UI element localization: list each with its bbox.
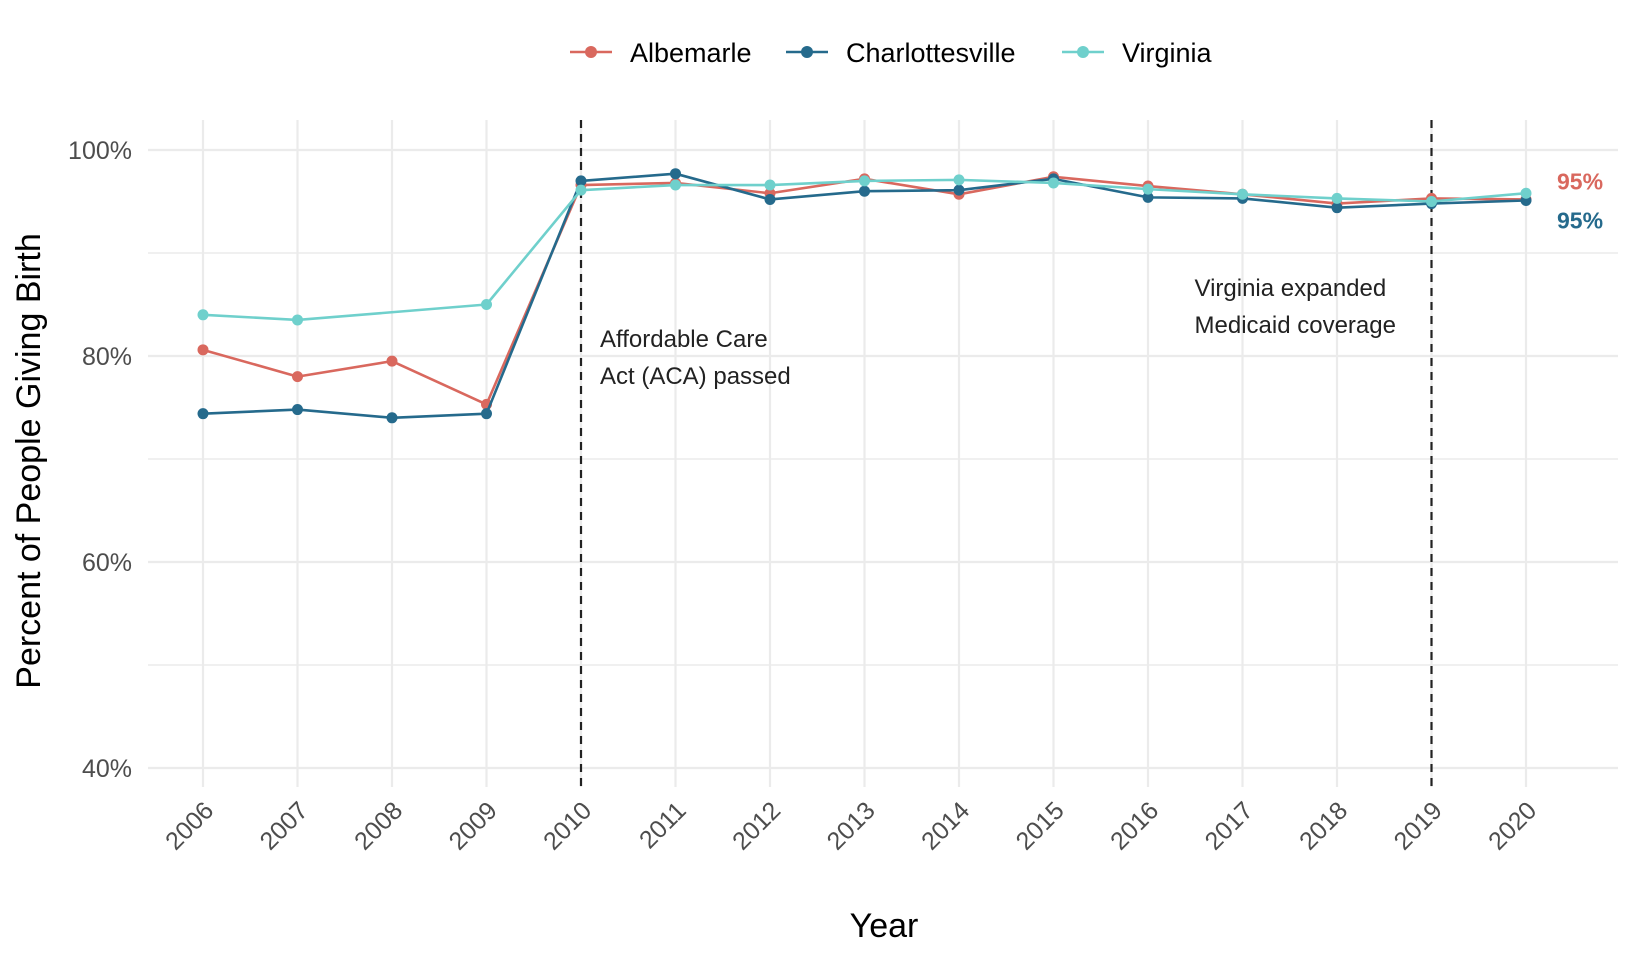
data-point-albemarle xyxy=(386,355,398,367)
x-tick-label: 2008 xyxy=(349,796,408,855)
y-axis-title: Percent of People Giving Birth xyxy=(10,233,48,688)
data-point-charlottesville xyxy=(670,168,681,180)
data-point-charlottesville xyxy=(1331,202,1343,214)
legend: Albemarle Charlottesville Virginia xyxy=(570,38,1213,68)
annotation-text: Virginia expanded xyxy=(1195,275,1387,302)
data-point-charlottesville xyxy=(1142,191,1154,203)
legend-item-virginia: Virginia xyxy=(1062,38,1213,68)
x-tick-label: 2011 xyxy=(634,796,692,854)
data-point-virginia xyxy=(1237,188,1248,200)
legend-key-point xyxy=(585,46,597,58)
annotation-text: Affordable Care xyxy=(600,326,768,353)
annotation-text: Act (ACA) passed xyxy=(600,363,791,390)
axes: 40% 60% 80% 100% 2006 2007 2008 2009 2010 2011 201… xyxy=(68,137,1542,856)
end-label-albemarle: 95% xyxy=(1557,168,1603,194)
data-point-virginia xyxy=(1331,192,1343,204)
data-point-virginia xyxy=(575,184,587,196)
x-tick-label: 2012 xyxy=(727,796,786,855)
data-point-charlottesville xyxy=(197,408,209,420)
data-point-charlottesville xyxy=(386,412,398,424)
x-tick-label: 2018 xyxy=(1294,796,1353,855)
x-tick-label: 2009 xyxy=(444,796,503,855)
x-tick-label: 2007 xyxy=(255,796,314,855)
x-tick-label: 2017 xyxy=(1200,796,1259,855)
x-tick-label: 2014 xyxy=(916,796,975,855)
data-point-charlottesville xyxy=(292,404,303,416)
data-point-virginia xyxy=(953,174,965,186)
y-tick-label: 40% xyxy=(82,755,132,783)
data-point-virginia xyxy=(481,299,492,310)
x-tick-label: 2010 xyxy=(538,796,597,855)
x-tick-label: 2020 xyxy=(1483,796,1542,855)
data-point-virginia xyxy=(1142,183,1154,195)
series-virginia xyxy=(197,174,1532,326)
data-point-virginia xyxy=(197,309,209,321)
grid xyxy=(148,120,1618,787)
data-point-virginia xyxy=(1426,196,1437,207)
data-point-charlottesville xyxy=(575,175,587,187)
x-tick-label: 2006 xyxy=(160,796,219,855)
x-axis-title: Year xyxy=(850,907,919,945)
series-line-virginia xyxy=(202,178,1527,322)
x-tick-label: 2013 xyxy=(822,796,881,855)
series-layer: 95% 95% xyxy=(197,168,1603,424)
x-tick-label: 2015 xyxy=(1011,796,1070,855)
legend-label: Charlottesville xyxy=(846,38,1016,68)
data-point-charlottesville xyxy=(481,408,492,420)
y-tick-label: 80% xyxy=(82,343,132,371)
annotation-text: Medicaid coverage xyxy=(1195,312,1396,339)
data-point-virginia xyxy=(764,179,776,191)
y-tick-label: 60% xyxy=(82,549,132,577)
y-tick-label: 100% xyxy=(68,137,132,165)
data-point-virginia xyxy=(1520,187,1532,199)
legend-label: Albemarle xyxy=(630,38,752,68)
end-label-charlottesville: 95% xyxy=(1557,207,1603,233)
legend-item-charlottesville: Charlottesville xyxy=(786,38,1016,68)
data-point-charlottesville xyxy=(859,185,870,197)
x-tick-label: 2016 xyxy=(1105,796,1164,855)
legend-label: Virginia xyxy=(1122,38,1213,68)
x-tick-label: 2019 xyxy=(1389,796,1448,855)
event-lines xyxy=(579,120,1433,787)
legend-key-point xyxy=(1077,46,1089,58)
data-point-virginia xyxy=(670,179,681,191)
annotations: Affordable Care Act (ACA) passed Virginia … xyxy=(600,275,1396,390)
legend-item-albemarle: Albemarle xyxy=(570,38,752,68)
data-point-virginia xyxy=(1048,177,1059,189)
legend-key-point xyxy=(801,46,813,58)
data-point-virginia xyxy=(292,314,303,326)
data-point-charlottesville xyxy=(764,193,776,205)
data-point-charlottesville xyxy=(953,184,965,196)
data-point-virginia xyxy=(859,175,870,187)
data-point-albemarle xyxy=(197,344,209,356)
data-point-albemarle xyxy=(292,371,303,383)
